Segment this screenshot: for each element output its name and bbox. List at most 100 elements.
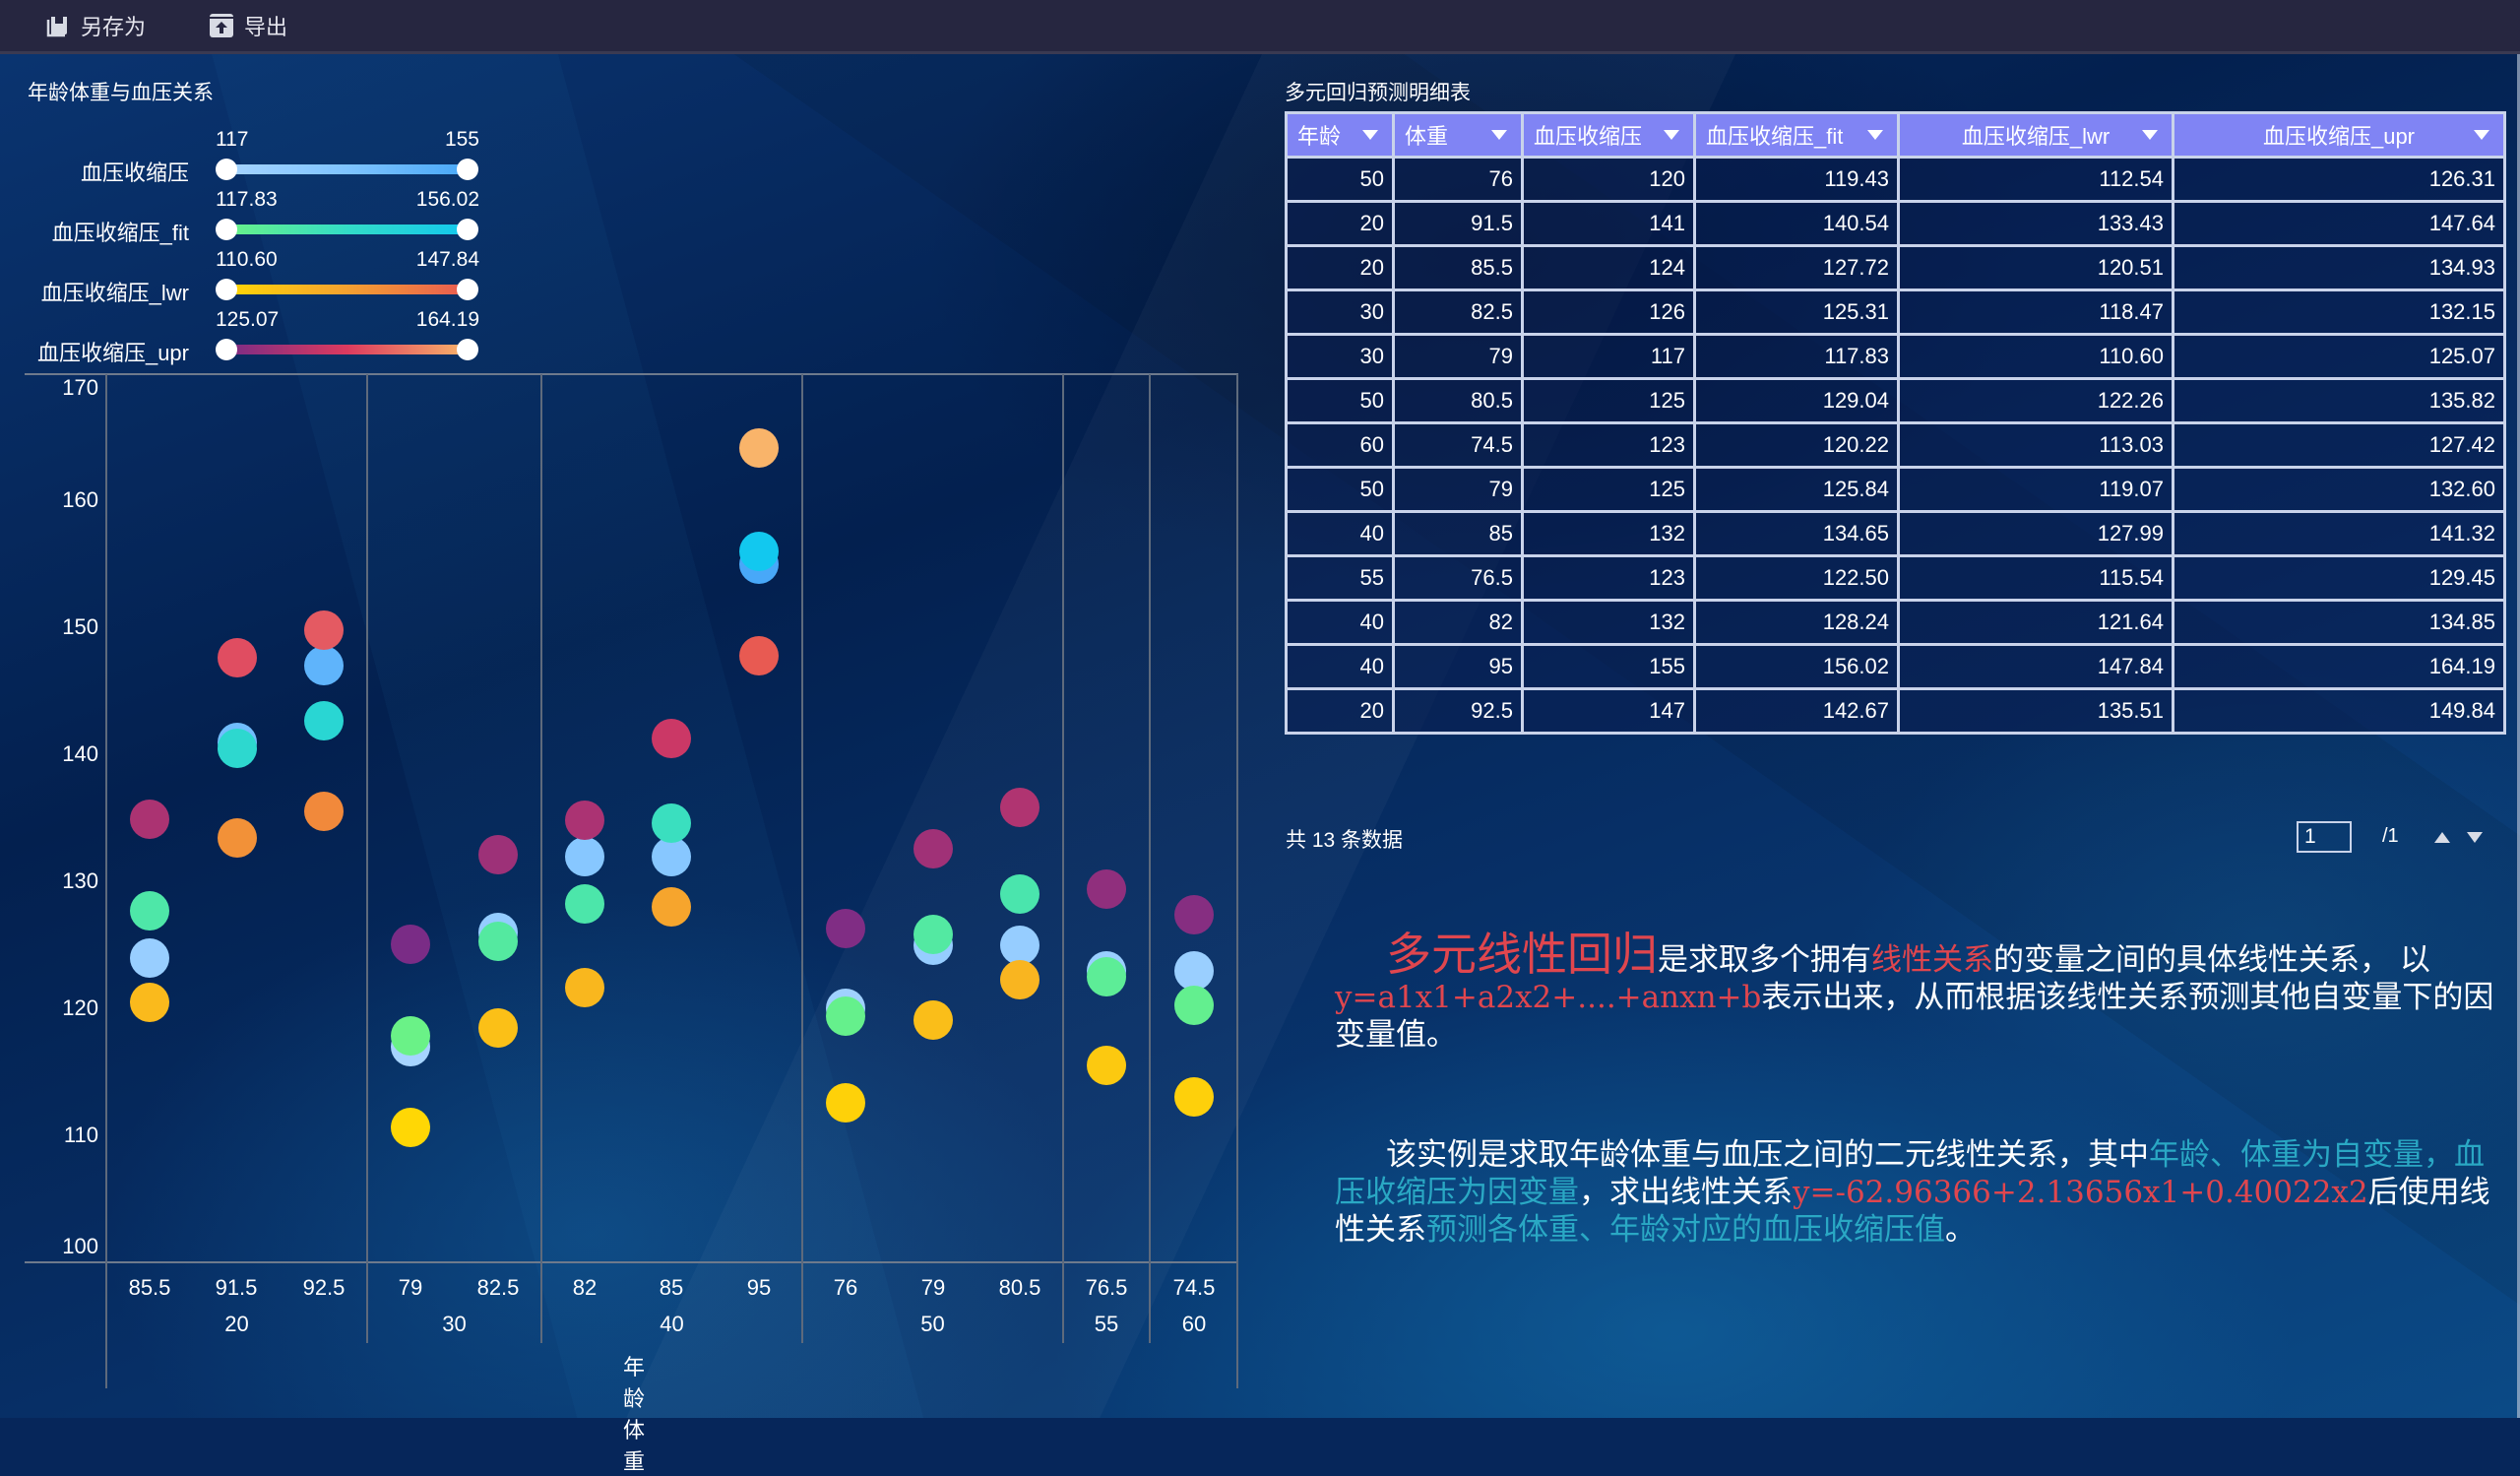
range-handle-min[interactable]	[216, 339, 237, 360]
data-point[interactable]	[217, 818, 257, 859]
data-point[interactable]	[652, 802, 692, 843]
range-handle-min[interactable]	[216, 159, 237, 180]
table-row[interactable]: 60 74.5 123 120.22 113.03 127.42	[1285, 421, 2506, 469]
data-point[interactable]	[999, 925, 1040, 965]
data-point[interactable]	[913, 828, 953, 868]
data-point[interactable]	[303, 610, 344, 650]
table-cell: 123	[1521, 554, 1696, 602]
sort-dropdown-icon[interactable]	[1664, 130, 1679, 140]
data-point[interactable]	[1087, 957, 1127, 997]
column-header-weight[interactable]: 体重	[1392, 111, 1524, 159]
data-point[interactable]	[652, 887, 692, 928]
data-point[interactable]	[565, 836, 605, 876]
data-point[interactable]	[565, 884, 605, 925]
table-cell: 141.32	[2172, 510, 2506, 557]
data-point[interactable]	[391, 1016, 431, 1057]
table-row[interactable]: 40 82 132 128.24 121.64 134.85	[1285, 599, 2506, 646]
table-row[interactable]: 50 79 125 125.84 119.07 132.60	[1285, 466, 2506, 513]
data-point[interactable]	[826, 995, 866, 1036]
table-cell: 125.07	[2172, 333, 2506, 380]
data-point[interactable]	[1173, 950, 1214, 991]
range-handle-max[interactable]	[457, 339, 478, 360]
data-point[interactable]	[826, 1083, 866, 1123]
table-cell: 125	[1521, 466, 1696, 513]
table-row[interactable]: 55 76.5 123 122.50 115.54 129.45	[1285, 554, 2506, 602]
column-header-bp-lwr[interactable]: 血压收缩压_lwr	[1897, 111, 2174, 159]
table-cell: 142.67	[1693, 687, 1900, 735]
export-button[interactable]: 导出	[199, 0, 297, 51]
table-row[interactable]: 40 85 132 134.65 127.99 141.32	[1285, 510, 2506, 557]
table-cell: 132	[1521, 510, 1696, 557]
sort-dropdown-icon[interactable]	[2142, 130, 2158, 140]
column-header-age[interactable]: 年龄	[1285, 111, 1395, 159]
visual-map-min: 117	[216, 128, 249, 151]
sort-dropdown-icon[interactable]	[1491, 130, 1507, 140]
data-point[interactable]	[303, 792, 344, 832]
y-tick-label: 110	[63, 1123, 98, 1147]
range-handle-max[interactable]	[457, 159, 478, 180]
data-point[interactable]	[303, 701, 344, 741]
range-handle-min[interactable]	[216, 279, 237, 300]
data-point[interactable]	[913, 1000, 953, 1041]
data-point[interactable]	[1173, 986, 1214, 1026]
data-point[interactable]	[217, 728, 257, 768]
table-row[interactable]: 50 80.5 125 129.04 122.26 135.82	[1285, 377, 2506, 424]
table-row[interactable]: 20 85.5 124 127.72 120.51 134.93	[1285, 244, 2506, 291]
x-tick-label: 82	[572, 1275, 598, 1300]
chart-panel-title: 年龄体重与血压关系	[28, 82, 214, 104]
data-point[interactable]	[477, 834, 518, 874]
data-point[interactable]	[565, 800, 605, 840]
data-point[interactable]	[1087, 868, 1127, 909]
x-tick-label: 80.5	[998, 1275, 1041, 1300]
data-point[interactable]	[130, 982, 170, 1022]
range-handle-min[interactable]	[216, 219, 237, 240]
data-point[interactable]	[999, 788, 1040, 828]
data-point[interactable]	[130, 937, 170, 978]
data-point[interactable]	[652, 836, 692, 876]
data-point[interactable]	[565, 968, 605, 1008]
sort-dropdown-icon[interactable]	[1867, 130, 1883, 140]
data-point[interactable]	[130, 799, 170, 839]
data-point[interactable]	[477, 1008, 518, 1049]
data-point[interactable]	[1087, 1045, 1127, 1085]
data-point[interactable]	[130, 890, 170, 931]
save-as-button[interactable]: 另存为	[35, 0, 156, 51]
column-header-bp[interactable]: 血压收缩压	[1521, 111, 1696, 159]
table-title: 多元回归预测明细表	[1285, 82, 1471, 104]
table-cell: 112.54	[1897, 156, 2174, 203]
table-row[interactable]: 30 79 117 117.83 110.60 125.07	[1285, 333, 2506, 380]
sort-dropdown-icon[interactable]	[1362, 130, 1378, 140]
column-header-bp-fit[interactable]: 血压收缩压_fit	[1693, 111, 1900, 159]
range-handle-max[interactable]	[457, 219, 478, 240]
table-row[interactable]: 20 91.5 141 140.54 133.43 147.64	[1285, 200, 2506, 247]
data-point[interactable]	[738, 427, 779, 468]
sort-dropdown-icon[interactable]	[2474, 130, 2489, 140]
data-point[interactable]	[913, 915, 953, 955]
table-row[interactable]: 20 92.5 147 142.67 135.51 149.84	[1285, 687, 2506, 735]
column-header-bp-upr[interactable]: 血压收缩压_upr	[2172, 111, 2506, 159]
data-point[interactable]	[652, 718, 692, 758]
table-cell: 122.50	[1693, 554, 1900, 602]
data-point[interactable]	[1173, 1077, 1214, 1118]
data-point[interactable]	[826, 908, 866, 948]
data-point[interactable]	[391, 1108, 431, 1148]
visual-map-min: 110.60	[216, 248, 278, 271]
data-point[interactable]	[999, 873, 1040, 914]
data-point[interactable]	[303, 646, 344, 686]
previous-page-icon[interactable]	[2434, 832, 2450, 843]
data-point[interactable]	[738, 635, 779, 675]
data-point[interactable]	[217, 638, 257, 678]
data-point[interactable]	[477, 921, 518, 961]
table-row[interactable]: 30 82.5 126 125.31 118.47 132.15	[1285, 289, 2506, 336]
scrollbar[interactable]	[2517, 53, 2520, 1418]
data-point[interactable]	[391, 924, 431, 964]
data-point[interactable]	[999, 960, 1040, 1000]
table-row[interactable]: 50 76 120 119.43 112.54 126.31	[1285, 156, 2506, 203]
page-number-input[interactable]	[2297, 821, 2352, 853]
data-point[interactable]	[738, 532, 779, 572]
data-point[interactable]	[1173, 894, 1214, 934]
range-handle-max[interactable]	[457, 279, 478, 300]
table-cell: 82.5	[1392, 289, 1524, 336]
table-row[interactable]: 40 95 155 156.02 147.84 164.19	[1285, 643, 2506, 690]
next-page-icon[interactable]	[2467, 832, 2483, 843]
